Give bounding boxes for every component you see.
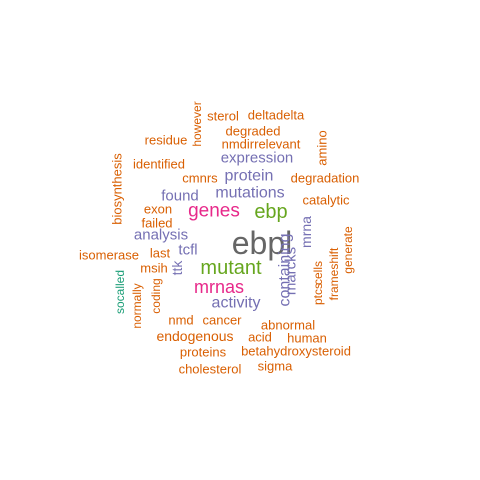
word-activity: activity <box>212 295 261 312</box>
word-endogenous: endogenous <box>156 328 233 344</box>
word-last: last <box>150 246 171 261</box>
word-degradation: degradation <box>291 171 360 186</box>
word-containing: containing <box>277 234 294 307</box>
word-betahydroxysteroid: betahydroxysteroid <box>241 344 351 359</box>
word-mrna: mrna <box>298 216 314 248</box>
word-acid: acid <box>248 330 272 345</box>
word-ebpl: ebpl <box>232 225 293 261</box>
word-ebp: ebp <box>254 201 287 223</box>
word-ttk: ttk <box>169 260 185 276</box>
word-ptcs: ptcs <box>311 283 325 305</box>
word-identified: identified <box>133 157 185 172</box>
word-catalytic: catalytic <box>303 193 350 208</box>
word-marcks: marcks <box>283 247 300 295</box>
word-degraded: degraded <box>226 124 281 139</box>
word-sterol: sterol <box>207 109 239 124</box>
word-sigma: sigma <box>258 359 293 374</box>
word-abnormal: abnormal <box>261 318 315 333</box>
word-msih: msih <box>140 261 167 276</box>
word-tcfl: tcfl <box>178 242 197 259</box>
word-residue: residue <box>145 133 188 148</box>
word-protein: protein <box>225 168 274 185</box>
word-mutant: mutant <box>200 257 262 279</box>
word-coding: coding <box>149 278 163 313</box>
word-cholesterol: cholesterol <box>179 362 242 377</box>
word-generate: generate <box>341 226 355 274</box>
word-analysis: analysis <box>134 227 188 244</box>
word-biosynthesis: biosynthesis <box>110 153 125 225</box>
word-cmnrs: cmnrs <box>182 171 218 186</box>
word-amino: amino <box>315 130 330 165</box>
word-cells: cells <box>311 261 325 285</box>
word-frameshift: frameshift <box>327 247 341 300</box>
word-found: found <box>161 188 199 205</box>
word-cancer: cancer <box>202 313 242 328</box>
word-socalled: socalled <box>113 270 127 314</box>
word-however: however <box>190 101 204 146</box>
word-mrnas: mrnas <box>194 277 244 297</box>
word-human: human <box>287 331 327 346</box>
word-nmdirrelevant: nmdirrelevant <box>222 137 301 152</box>
word-failed: failed <box>141 216 172 231</box>
word-deltadelta: deltadelta <box>248 108 305 123</box>
word-isomerase: isomerase <box>79 248 139 263</box>
word-nmd: nmd <box>168 313 193 328</box>
word-exon: exon <box>144 202 172 217</box>
word-normally: normally <box>130 283 144 328</box>
word-expression: expression <box>221 150 294 167</box>
word-proteins: proteins <box>180 345 227 360</box>
word-genes: genes <box>188 201 240 222</box>
word-mutations: mutations <box>215 185 284 202</box>
